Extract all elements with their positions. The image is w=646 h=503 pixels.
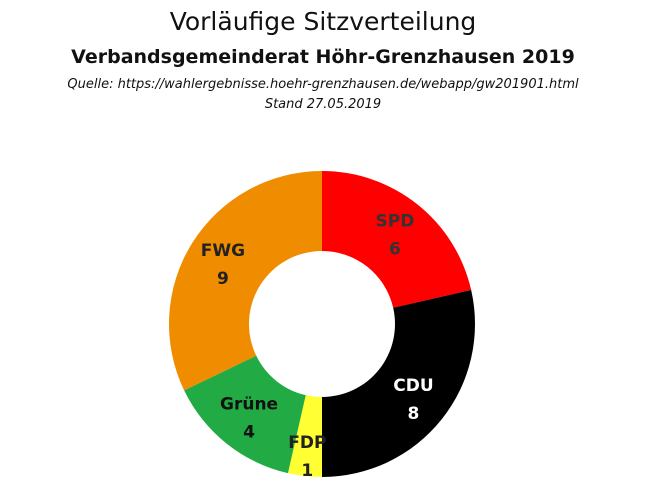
chart-title: Vorläufige Sitzverteilung [169,7,477,36]
slice-label-fdp: FDP [288,433,326,453]
slice-value-fwg: 9 [217,269,229,289]
slice-grüne [184,355,306,474]
slice-label-fwg: FWG [201,241,245,261]
source-note: Quelle: https://wahlergebnisse.hoehr-gre… [67,77,579,92]
slice-value-spd: 6 [389,240,401,260]
slice-label-cdu: CDU [393,376,433,396]
slice-value-cdu: 8 [408,404,420,424]
slice-value-grüne: 4 [243,422,255,442]
slice-cdu [322,289,475,477]
slice-value-fdp: 1 [301,461,313,481]
donut-labels: SPD 6 CDU 8 FDP 1 Grüne 4 FWG 9 [201,212,434,482]
slice-label-spd: SPD [376,212,415,232]
donut-slices [169,171,475,477]
slice-fwg [169,171,322,391]
slice-fdp [287,395,322,477]
date-note: Stand 27.05.2019 [264,97,382,112]
slice-spd [322,171,472,308]
slice-label-grüne: Grüne [220,394,278,414]
chart-subtitle: Verbandsgemeinderat Höhr-Grenzhausen 201… [71,46,575,68]
